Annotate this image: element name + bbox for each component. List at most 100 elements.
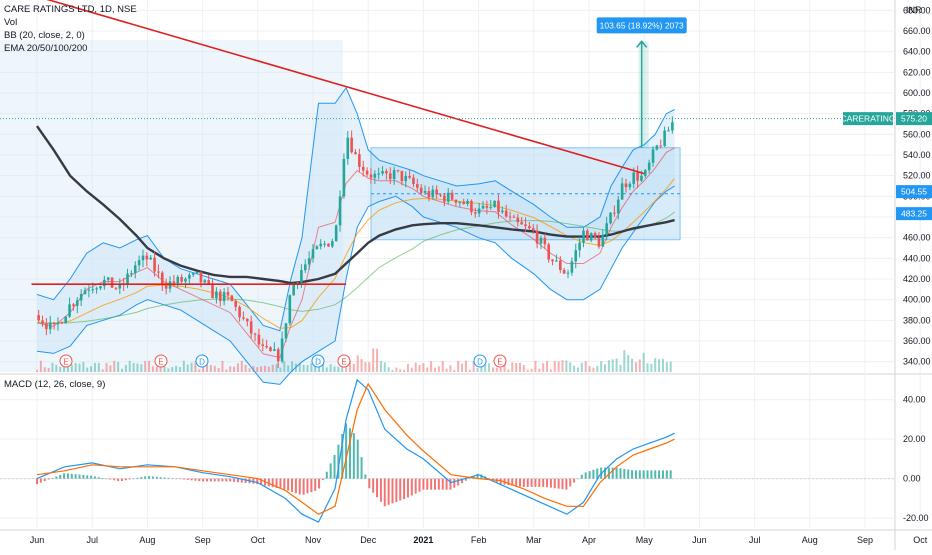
candle-body <box>280 338 284 362</box>
candle-body <box>226 292 230 296</box>
macd-histogram-bar <box>356 439 359 479</box>
candle-body <box>485 205 489 208</box>
time-tick-label: 2021 <box>413 535 433 545</box>
bb-legend[interactable]: BB (20, close, 2, 0) <box>4 30 85 41</box>
macd-histogram-bar <box>348 428 351 479</box>
macd-histogram-bar <box>113 478 116 481</box>
candle-body <box>350 137 353 153</box>
ema-200-line <box>36 125 675 285</box>
candle-body <box>269 347 272 351</box>
volume-bar <box>484 364 487 372</box>
volume-bar <box>97 363 100 372</box>
candle-body <box>616 199 620 214</box>
macd-histogram-bar <box>519 478 521 487</box>
candle-body <box>659 145 663 147</box>
measure-area <box>638 41 649 148</box>
candle-body <box>528 226 531 229</box>
volume-bar <box>576 367 579 372</box>
time-tick-label: Jul <box>86 535 98 545</box>
ema-legend[interactable]: EMA 20/50/100/200 <box>4 43 88 54</box>
volume-bar <box>167 368 170 372</box>
macd-histogram-bar <box>287 478 290 491</box>
price-tag-label: 504.55 <box>901 187 927 197</box>
macd-histogram-bar <box>51 477 54 479</box>
price-tick-label: 400.00 <box>903 295 931 305</box>
volume-bar <box>206 364 209 372</box>
candle-body <box>423 191 427 193</box>
time-tick-label: Mar <box>526 535 542 545</box>
volume-bar <box>279 367 282 372</box>
macd-histogram-bar <box>43 478 46 482</box>
macd-histogram-bar <box>615 467 618 479</box>
volume-bar <box>140 364 143 372</box>
candle-body <box>149 257 153 260</box>
candle-body <box>253 333 257 335</box>
candle-body <box>126 273 129 285</box>
macd-histogram-bar <box>430 478 433 490</box>
macd-histogram-bar <box>387 478 390 505</box>
macd-histogram-bar <box>580 474 583 479</box>
macd-histogram-bar <box>221 478 224 482</box>
candle-body <box>161 272 164 286</box>
volume-bar <box>422 363 425 372</box>
macd-histogram-bar <box>63 473 66 479</box>
macd-histogram-bar <box>368 478 371 489</box>
time-tick-label: Dec <box>360 535 377 545</box>
macd-histogram-bar <box>302 478 305 495</box>
candle-body <box>605 223 608 235</box>
macd-histogram-bar <box>588 471 591 479</box>
macd-histogram-bar <box>267 478 270 487</box>
price-tick-label: 520.00 <box>903 171 931 181</box>
candle-body <box>644 170 647 176</box>
macd-histogram-bar <box>658 470 661 479</box>
symbol-title[interactable]: CARE RATINGS LTD, 1D, NSE <box>4 4 137 15</box>
macd-histogram-bar <box>457 478 460 486</box>
candle-body <box>37 315 40 321</box>
macd-histogram-bar <box>542 478 545 487</box>
macd-histogram-bar <box>240 478 243 483</box>
earnings-marker-label: E <box>341 358 346 367</box>
volume-bar <box>615 358 618 372</box>
candle-body <box>60 322 64 324</box>
volume-bar <box>291 361 294 372</box>
volume-bar <box>406 363 409 372</box>
volume-bar <box>526 369 529 372</box>
candle-body <box>400 170 404 182</box>
earnings-marker <box>59 354 73 368</box>
candle-body <box>570 261 574 273</box>
macd-histogram-bar <box>352 433 355 479</box>
candle-body <box>265 345 268 348</box>
earnings-marker <box>154 354 168 368</box>
candle-body <box>501 210 504 213</box>
volume-bar <box>256 367 259 372</box>
macd-histogram-bar <box>642 470 645 479</box>
candle-body <box>377 173 380 175</box>
macd-histogram-bar <box>291 478 294 492</box>
candle-body <box>508 216 512 218</box>
volume-bar <box>298 363 301 372</box>
volume-bar <box>596 365 599 372</box>
candle-body <box>319 243 323 247</box>
volume-legend[interactable]: Vol <box>4 17 18 28</box>
volume-bar <box>209 364 212 372</box>
volume-bar <box>36 369 38 372</box>
volume-bar <box>580 362 583 372</box>
volume-bar <box>665 362 668 372</box>
macd-histogram-bar <box>66 473 69 479</box>
candle-body <box>539 237 543 244</box>
volume-bar <box>569 362 572 372</box>
ema-50-line <box>36 178 675 329</box>
measure-label-box <box>596 17 687 34</box>
macd-histogram-bar <box>325 471 328 479</box>
macd-histogram-bar <box>306 478 309 494</box>
macd-tick-label: 0.00 <box>903 474 921 484</box>
price-tag-label: 575.20 <box>901 114 927 124</box>
candle-body <box>203 280 207 283</box>
macd-legend[interactable]: MACD (12, 26, close, 9) <box>4 379 106 390</box>
volume-bar <box>148 360 151 372</box>
candle-body <box>601 234 605 247</box>
macd-histogram-bar <box>298 478 301 495</box>
volume-bar <box>457 360 460 372</box>
candle-body <box>419 187 423 193</box>
